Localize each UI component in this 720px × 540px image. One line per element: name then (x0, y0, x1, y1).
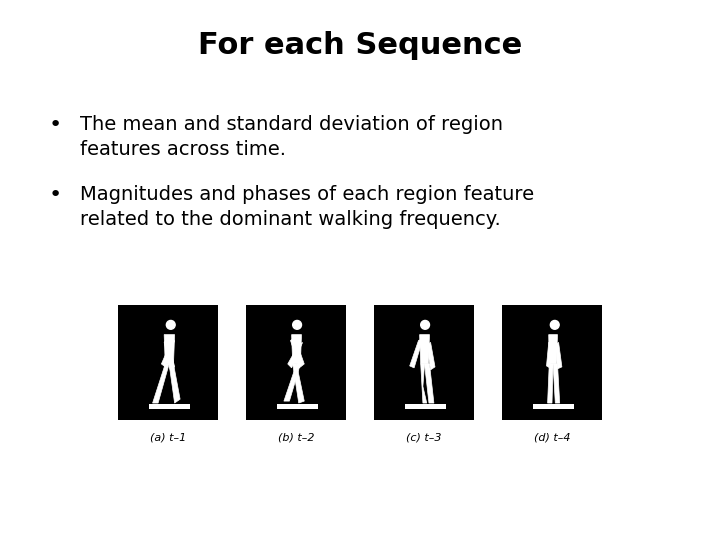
Circle shape (420, 320, 430, 329)
Circle shape (293, 320, 302, 329)
Polygon shape (553, 364, 559, 403)
Bar (149, 404, 190, 409)
Circle shape (166, 320, 175, 329)
Text: •: • (48, 185, 62, 205)
Polygon shape (169, 364, 180, 403)
Text: The mean and standard deviation of region
features across time.: The mean and standard deviation of regio… (80, 115, 503, 159)
Text: (d) t–4: (d) t–4 (534, 433, 570, 443)
Polygon shape (546, 341, 552, 368)
Polygon shape (548, 364, 553, 403)
Bar (276, 404, 318, 409)
Text: •: • (48, 115, 62, 135)
Polygon shape (164, 335, 174, 364)
Polygon shape (549, 335, 557, 364)
Polygon shape (153, 364, 169, 403)
Bar (533, 404, 574, 409)
Text: Magnitudes and phases of each region feature
related to the dominant walking fre: Magnitudes and phases of each region fea… (80, 185, 534, 229)
Polygon shape (164, 338, 174, 370)
Polygon shape (555, 342, 562, 369)
Polygon shape (410, 339, 423, 368)
Polygon shape (293, 364, 305, 403)
Text: (c) t–3: (c) t–3 (406, 433, 442, 443)
Polygon shape (425, 364, 434, 403)
Text: (b) t–2: (b) t–2 (278, 433, 314, 443)
Bar (502, 305, 602, 420)
Bar (374, 305, 474, 420)
Bar (118, 305, 218, 420)
Text: For each Sequence: For each Sequence (198, 30, 522, 59)
Polygon shape (284, 364, 300, 401)
Polygon shape (420, 335, 430, 364)
Polygon shape (427, 342, 435, 370)
Text: (a) t–1: (a) t–1 (150, 433, 186, 443)
Polygon shape (161, 341, 174, 367)
Bar (246, 305, 346, 420)
Polygon shape (420, 364, 427, 403)
Bar (405, 404, 446, 409)
Polygon shape (290, 338, 305, 368)
Circle shape (550, 320, 559, 329)
Polygon shape (292, 335, 302, 364)
Polygon shape (288, 342, 302, 368)
